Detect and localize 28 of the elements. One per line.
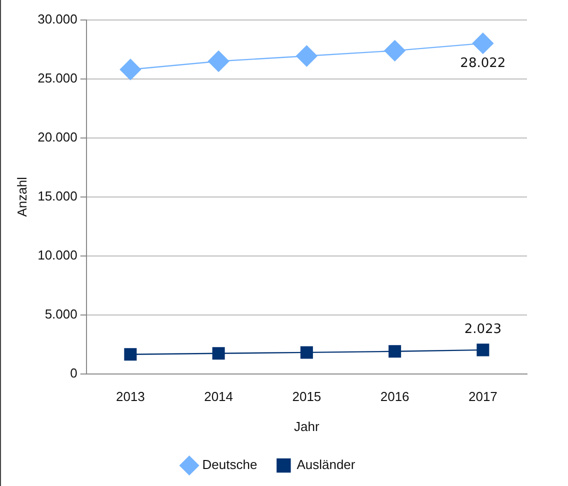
point — [120, 58, 142, 80]
point — [296, 45, 318, 67]
point — [472, 32, 494, 54]
x-tick-label: 2013 — [116, 389, 145, 404]
x-tick-label: 2016 — [380, 389, 410, 404]
y-tick-label: 5.000 — [44, 306, 78, 322]
legend-label: Deutsche — [202, 457, 258, 472]
x-tick-label: 2015 — [292, 389, 322, 404]
point — [208, 50, 230, 72]
x-axis-title: Jahr — [294, 418, 320, 434]
y-tick-label: 25.000 — [38, 70, 78, 86]
point — [124, 348, 137, 361]
legend-label: Ausländer — [296, 457, 356, 472]
data-label: 2.023 — [464, 322, 502, 337]
point — [476, 344, 490, 356]
data-label: 28.022 — [460, 56, 506, 72]
point — [300, 346, 313, 359]
point — [388, 345, 402, 358]
point — [384, 40, 406, 62]
y-tick-label: 20.000 — [38, 130, 78, 145]
point — [212, 347, 225, 360]
y-tick-label: 30.000 — [38, 12, 78, 27]
x-tick-label: 2017 — [468, 389, 498, 404]
y-tick-label: 10.000 — [38, 247, 78, 262]
x-tick-label: 2014 — [204, 389, 234, 404]
y-tick-label: 0 — [70, 365, 78, 380]
y-axis-title: Anzahl — [14, 176, 30, 217]
y-tick-label: 15.000 — [38, 188, 78, 204]
